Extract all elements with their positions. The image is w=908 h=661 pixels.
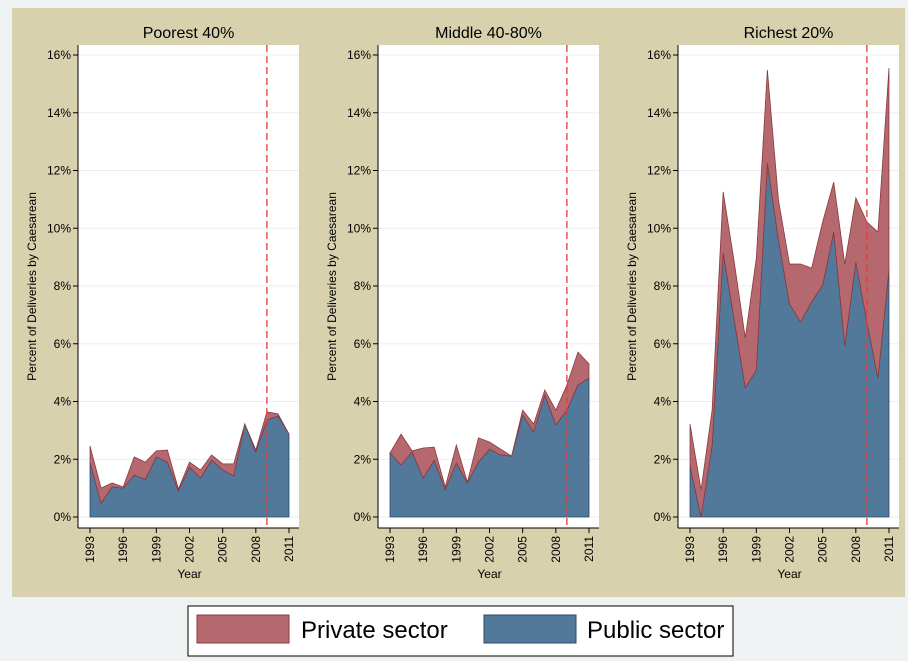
y-axis-label: Percent of Deliveries by Caesarean: [325, 192, 339, 381]
x-tick-label: 1999: [749, 536, 763, 563]
legend-swatch: [196, 614, 290, 644]
x-tick-label: 2008: [849, 536, 863, 563]
legend-swatch: [483, 614, 577, 644]
y-tick-label: 12%: [647, 164, 671, 178]
y-axis-label: Percent of Deliveries by Caesarean: [25, 192, 39, 381]
x-tick-label: 1999: [149, 536, 163, 563]
y-tick-label: 10%: [47, 221, 71, 235]
y-tick-label: 10%: [647, 221, 671, 235]
y-tick-label: 6%: [654, 337, 672, 351]
x-axis-label: Year: [177, 567, 201, 581]
y-tick-label: 14%: [347, 106, 371, 120]
y-tick-label: 8%: [54, 279, 72, 293]
x-tick-label: 2002: [783, 536, 797, 563]
area: Private sector: [89, 411, 290, 505]
y-tick-label: 16%: [647, 48, 671, 62]
x-tick-label: 1999: [449, 536, 463, 563]
x-tick-label: 2008: [549, 536, 563, 563]
y-tick-label: 6%: [54, 337, 72, 351]
x-tick-label: 2005: [816, 536, 830, 563]
y-tick-label: 12%: [347, 164, 371, 178]
x-tick-label: 2005: [216, 536, 230, 563]
y-tick-label: 4%: [654, 395, 672, 409]
y-tick-label: 2%: [54, 452, 72, 466]
y-tick-label: 14%: [47, 106, 71, 120]
y-tick-label: 6%: [354, 337, 372, 351]
x-tick-label: 1996: [116, 536, 130, 563]
x-tick-label: 1996: [416, 536, 430, 563]
area: Private sector: [389, 351, 590, 491]
y-tick-label: 8%: [654, 279, 672, 293]
chart-title: Richest 20%: [744, 25, 834, 42]
y-tick-label: 14%: [647, 106, 671, 120]
y-tick-label: 12%: [47, 164, 71, 178]
x-tick-label: 1996: [716, 536, 730, 563]
y-tick-label: 0%: [654, 510, 672, 524]
x-tick-label: 2011: [282, 536, 296, 562]
y-tick-label: 16%: [347, 48, 371, 62]
legend-label: Public sector: [587, 617, 724, 644]
y-tick-label: 16%: [47, 48, 71, 62]
chart-title: Poorest 40%: [143, 25, 235, 42]
y-tick-label: 2%: [354, 452, 372, 466]
y-tick-label: 4%: [354, 395, 372, 409]
x-tick-label: 1993: [83, 536, 97, 563]
area: Private sector: [689, 67, 890, 518]
x-axis-label: Year: [777, 567, 801, 581]
x-tick-label: 2002: [483, 536, 497, 563]
y-tick-label: 8%: [354, 279, 372, 293]
x-axis-label: Year: [477, 567, 501, 581]
x-tick-label: 2011: [882, 536, 896, 562]
x-tick-label: 2005: [516, 536, 530, 563]
legend-label: Private sector: [301, 617, 448, 644]
y-tick-label: 2%: [654, 452, 672, 466]
x-tick-label: 2002: [183, 536, 197, 563]
x-tick-label: 1993: [383, 536, 397, 563]
y-tick-label: 10%: [347, 221, 371, 235]
y-tick-label: 4%: [54, 395, 72, 409]
x-tick-label: 2008: [249, 536, 263, 563]
y-tick-label: 0%: [354, 510, 372, 524]
x-tick-label: 2011: [582, 536, 596, 562]
y-axis-label: Percent of Deliveries by Caesarean: [625, 192, 639, 381]
x-tick-label: 1993: [683, 536, 697, 563]
y-tick-label: 0%: [54, 510, 72, 524]
chart-title: Middle 40-80%: [435, 25, 542, 42]
